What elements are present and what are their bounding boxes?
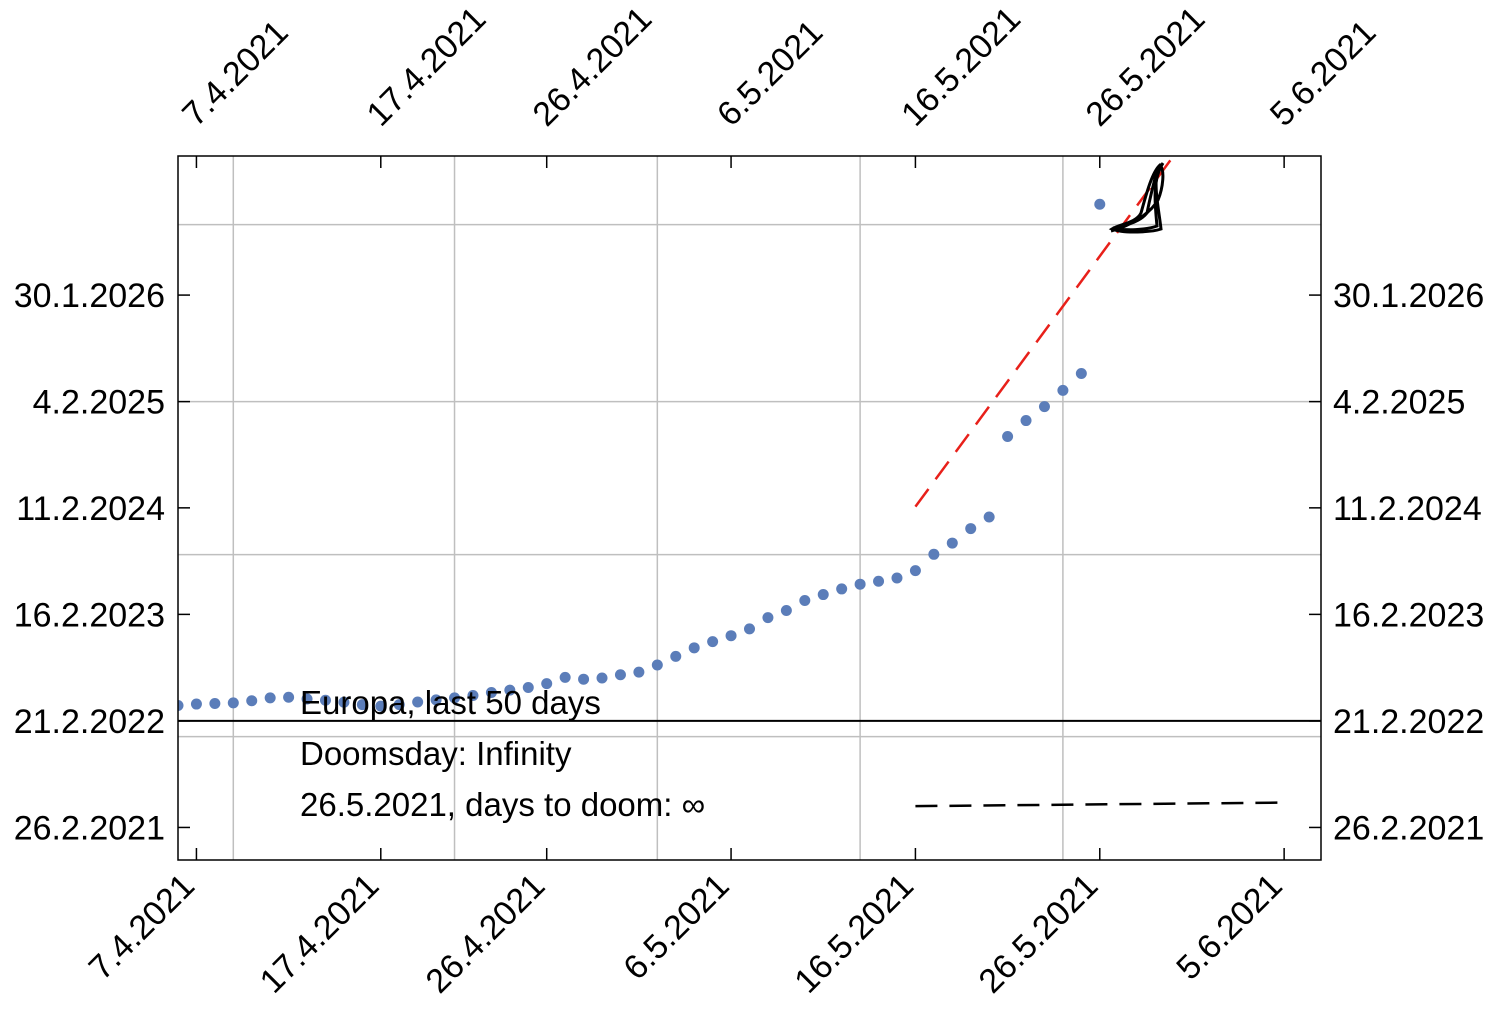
x-tick-label-top: 16.5.2021 bbox=[894, 0, 1028, 134]
x-tick-label-bottom: 5.6.2021 bbox=[1169, 867, 1289, 987]
y-tick-label-right: 30.1.2026 bbox=[1333, 277, 1484, 315]
data-point bbox=[836, 583, 848, 595]
black-dashed-line bbox=[915, 801, 1285, 808]
data-point bbox=[338, 696, 350, 708]
x-tick-label-bottom: 7.4.2021 bbox=[82, 867, 202, 987]
data-point bbox=[1094, 198, 1106, 210]
x-tick-label-bottom: 16.5.2021 bbox=[787, 867, 921, 1001]
annotation-block: Europa, last 50 days Doomsday: Infinity … bbox=[300, 684, 705, 823]
data-point bbox=[1075, 368, 1087, 380]
data-point bbox=[178, 700, 184, 712]
data-point bbox=[633, 666, 645, 678]
x-tick-label-top: 17.4.2021 bbox=[360, 0, 494, 134]
x-tick-label-bottom: 6.5.2021 bbox=[616, 867, 736, 987]
data-point bbox=[1002, 431, 1014, 443]
y-tick-label-right: 26.2.2021 bbox=[1333, 809, 1484, 847]
x-tick-label-top: 7.4.2021 bbox=[175, 13, 295, 133]
data-point bbox=[504, 684, 516, 696]
series bbox=[178, 156, 1285, 808]
y-tick-label-left: 30.1.2026 bbox=[14, 277, 165, 315]
data-point bbox=[651, 659, 663, 671]
axes: 7.4.20217.4.202117.4.202117.4.202126.4.2… bbox=[14, 0, 1485, 1001]
data-point bbox=[873, 575, 885, 587]
x-tick-label-top: 6.5.2021 bbox=[710, 13, 830, 133]
data-point bbox=[578, 673, 590, 685]
data-point bbox=[688, 642, 700, 654]
x-tick-label-bottom: 26.4.2021 bbox=[419, 867, 553, 1001]
data-point bbox=[246, 695, 258, 707]
data-point bbox=[799, 594, 811, 606]
annotation-region: Europa, last 50 days bbox=[300, 684, 601, 721]
y-tick-label-right: 16.2.2023 bbox=[1333, 596, 1484, 634]
data-point bbox=[541, 678, 553, 690]
data-point bbox=[744, 623, 755, 635]
y-tick-label-right: 4.2.2025 bbox=[1333, 384, 1465, 422]
x-tick-label-top: 5.6.2021 bbox=[1263, 13, 1383, 133]
data-point bbox=[983, 511, 995, 523]
y-tick-label-left: 4.2.2025 bbox=[33, 384, 165, 422]
data-point bbox=[891, 572, 903, 584]
data-point bbox=[1038, 401, 1050, 413]
data-point bbox=[485, 687, 497, 699]
data-point bbox=[301, 693, 313, 705]
y-tick-label-left: 11.2.2024 bbox=[16, 490, 165, 528]
data-point bbox=[209, 697, 221, 709]
data-point bbox=[1020, 415, 1032, 427]
data-point bbox=[393, 699, 405, 711]
data-point bbox=[356, 699, 368, 711]
annotation-doomsday: Doomsday: Infinity bbox=[300, 735, 572, 772]
data-point bbox=[449, 692, 461, 704]
data-point bbox=[762, 612, 774, 624]
red-dashed-fit-line bbox=[914, 156, 1175, 508]
data-point bbox=[928, 548, 940, 560]
scribble-mark bbox=[1108, 162, 1165, 234]
data-point bbox=[430, 694, 442, 706]
data-point bbox=[909, 565, 921, 577]
data-point bbox=[227, 697, 239, 709]
data-point bbox=[559, 671, 571, 683]
data-point bbox=[1057, 384, 1069, 396]
x-tick-label-bottom: 17.4.2021 bbox=[253, 867, 387, 1001]
y-tick-label-left: 26.2.2021 bbox=[14, 809, 165, 847]
y-tick-label-left: 21.2.2022 bbox=[14, 703, 165, 741]
y-tick-label-right: 11.2.2024 bbox=[1333, 490, 1482, 528]
data-point bbox=[780, 605, 792, 617]
data-point bbox=[522, 681, 534, 693]
data-point bbox=[190, 698, 202, 710]
data-point bbox=[467, 689, 479, 701]
data-point bbox=[264, 692, 276, 704]
data-point bbox=[946, 537, 958, 549]
y-tick-label-left: 16.2.2023 bbox=[14, 596, 165, 634]
data-point bbox=[319, 694, 331, 706]
data-point bbox=[817, 589, 829, 601]
data-point bbox=[283, 691, 295, 703]
data-point bbox=[707, 636, 719, 648]
data-point bbox=[596, 672, 608, 684]
y-tick-label-right: 21.2.2022 bbox=[1333, 703, 1484, 741]
data-point bbox=[375, 700, 387, 712]
data-point bbox=[614, 669, 626, 681]
data-point bbox=[670, 650, 682, 662]
x-tick-label-top: 26.5.2021 bbox=[1079, 0, 1213, 134]
data-point bbox=[965, 523, 977, 535]
x-tick-label-bottom: 26.5.2021 bbox=[972, 867, 1106, 1001]
data-point bbox=[725, 630, 737, 642]
x-tick-label-top: 26.4.2021 bbox=[525, 0, 659, 134]
data-point bbox=[854, 578, 866, 590]
annotation-days-to-doom: 26.5.2021, days to doom: ∞ bbox=[300, 786, 705, 823]
data-point bbox=[412, 696, 424, 708]
